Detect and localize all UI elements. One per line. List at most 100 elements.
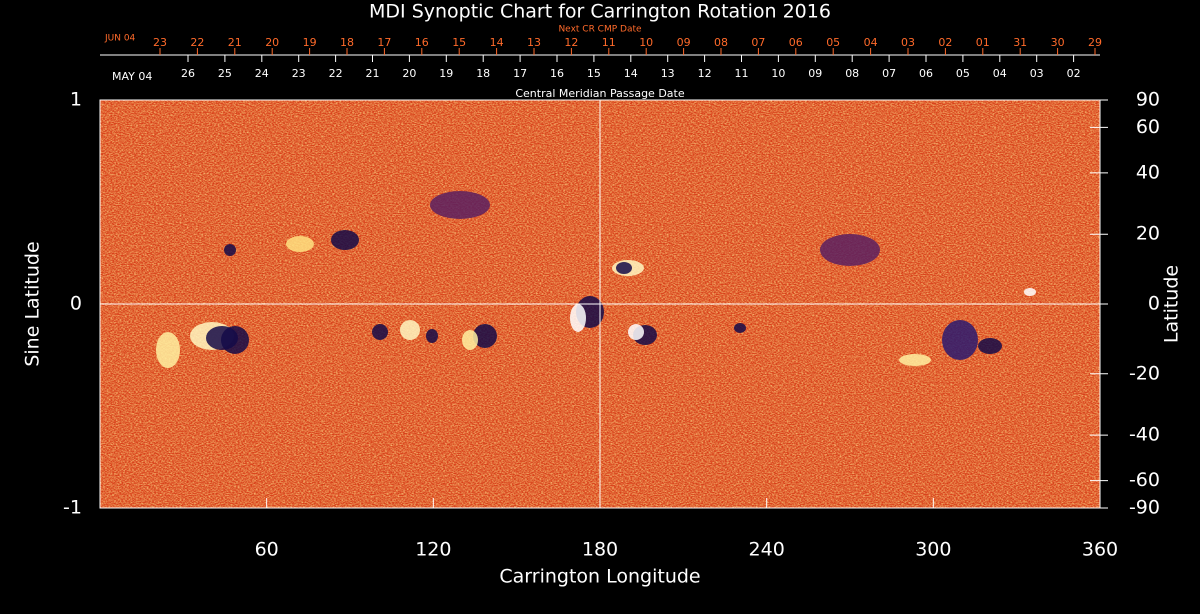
x-tick-label: 240 bbox=[749, 539, 785, 561]
next-cmp-date: 11 bbox=[602, 36, 616, 49]
next-cmp-date: 19 bbox=[303, 36, 317, 49]
y-tick-label: -1 bbox=[63, 497, 82, 519]
cmp-date: 26 bbox=[181, 67, 195, 80]
active-region bbox=[628, 324, 644, 340]
active-region bbox=[616, 262, 632, 274]
active-region bbox=[1024, 288, 1036, 296]
cmp-date: 16 bbox=[550, 67, 564, 80]
cmp-date: 17 bbox=[513, 67, 527, 80]
cmp-label: Central Meridian Passage Date bbox=[515, 87, 684, 100]
cmp-date: 11 bbox=[735, 67, 749, 80]
y2-tick-label: -40 bbox=[1129, 424, 1160, 446]
x-tick-label: 360 bbox=[1082, 539, 1118, 561]
next-cmp-date: 17 bbox=[377, 36, 391, 49]
x-tick-label: 120 bbox=[415, 539, 451, 561]
cmp-date: 12 bbox=[698, 67, 712, 80]
next-cmp-date: 29 bbox=[1088, 36, 1102, 49]
next-cmp-date: 09 bbox=[677, 36, 691, 49]
next-cmp-date: 03 bbox=[901, 36, 915, 49]
active-region bbox=[400, 320, 420, 340]
cmp-date: 04 bbox=[993, 67, 1007, 80]
x-tick-label: 60 bbox=[255, 539, 279, 561]
cmp-date: 13 bbox=[661, 67, 675, 80]
y2-tick-label: 90 bbox=[1136, 89, 1160, 111]
x-tick-label: 300 bbox=[915, 539, 951, 561]
active-region bbox=[430, 191, 490, 219]
y2-tick-label: 20 bbox=[1136, 223, 1160, 245]
cmp-date: 24 bbox=[255, 67, 269, 80]
next-cmp-label: Next CR CMP Date bbox=[558, 25, 642, 35]
y2-tick-label: -90 bbox=[1129, 497, 1160, 519]
next-cmp-date: 31 bbox=[1013, 36, 1027, 49]
next-cmp-date: 30 bbox=[1051, 36, 1065, 49]
next-cmp-date: 12 bbox=[564, 36, 578, 49]
active-region bbox=[820, 234, 880, 266]
y2-tick-label: -20 bbox=[1129, 362, 1160, 384]
x-axis-label: Carrington Longitude bbox=[499, 566, 700, 588]
cmp-date: 19 bbox=[439, 67, 453, 80]
next-cmp-date: 22 bbox=[190, 36, 204, 49]
active-region bbox=[462, 330, 478, 350]
y-tick-label: 1 bbox=[70, 89, 82, 111]
x-tick-label: 180 bbox=[582, 539, 618, 561]
chart-title: MDI Synoptic Chart for Carrington Rotati… bbox=[369, 1, 831, 23]
cmp-date: 22 bbox=[329, 67, 343, 80]
y-tick-label: 0 bbox=[70, 293, 82, 315]
next-cmp-start: JUN 04 bbox=[104, 34, 136, 44]
next-cmp-date: 05 bbox=[826, 36, 840, 49]
active-region bbox=[734, 323, 746, 333]
next-cmp-date: 15 bbox=[452, 36, 466, 49]
next-cmp-date: 02 bbox=[938, 36, 952, 49]
next-cmp-date: 16 bbox=[415, 36, 429, 49]
cmp-date: 09 bbox=[808, 67, 822, 80]
cmp-date: 08 bbox=[845, 67, 859, 80]
active-region bbox=[426, 329, 438, 343]
active-regions bbox=[156, 191, 1036, 368]
y2-tick-label: -60 bbox=[1129, 469, 1160, 491]
cmp-date: 23 bbox=[292, 67, 306, 80]
active-region bbox=[570, 304, 586, 332]
next-cmp-date: 06 bbox=[789, 36, 803, 49]
next-cmp-date: 04 bbox=[864, 36, 878, 49]
active-region bbox=[899, 354, 931, 366]
active-region bbox=[331, 230, 359, 250]
y2-tick-label: 60 bbox=[1136, 116, 1160, 138]
cmp-date: 21 bbox=[366, 67, 380, 80]
next-cmp-date: 20 bbox=[265, 36, 279, 49]
next-cmp-date: 10 bbox=[639, 36, 653, 49]
cmp-date: 10 bbox=[771, 67, 785, 80]
next-cmp-date: 21 bbox=[228, 36, 242, 49]
cmp-start: MAY 04 bbox=[112, 70, 152, 83]
next-cmp-date: 18 bbox=[340, 36, 354, 49]
cmp-date: 05 bbox=[956, 67, 970, 80]
y2-tick-label: 40 bbox=[1136, 161, 1160, 183]
next-cmp-date: 13 bbox=[527, 36, 541, 49]
active-region bbox=[372, 324, 388, 340]
next-cmp-date: 01 bbox=[976, 36, 990, 49]
next-cmp-date: 23 bbox=[153, 36, 167, 49]
active-region bbox=[224, 244, 236, 256]
cmp-date: 07 bbox=[882, 67, 896, 80]
next-cmp-date: 08 bbox=[714, 36, 728, 49]
cmp-date: 20 bbox=[402, 67, 416, 80]
cmp-date: 02 bbox=[1067, 67, 1081, 80]
cmp-date: 14 bbox=[624, 67, 638, 80]
active-region bbox=[942, 320, 978, 360]
cmp-date: 15 bbox=[587, 67, 601, 80]
active-region bbox=[286, 236, 314, 252]
cmp-date: 03 bbox=[1030, 67, 1044, 80]
cmp-date: 06 bbox=[919, 67, 933, 80]
y2-axis-label: Latitude bbox=[1161, 265, 1183, 343]
active-region bbox=[156, 332, 180, 368]
active-region bbox=[221, 326, 249, 354]
active-region bbox=[978, 338, 1002, 354]
y2-tick-label: 0 bbox=[1148, 293, 1160, 315]
y-axis-label: Sine Latitude bbox=[22, 241, 44, 366]
cmp-date: 25 bbox=[218, 67, 232, 80]
cmp-date: 18 bbox=[476, 67, 490, 80]
next-cmp-date: 14 bbox=[490, 36, 504, 49]
next-cmp-date: 07 bbox=[751, 36, 765, 49]
active-region bbox=[473, 324, 497, 348]
